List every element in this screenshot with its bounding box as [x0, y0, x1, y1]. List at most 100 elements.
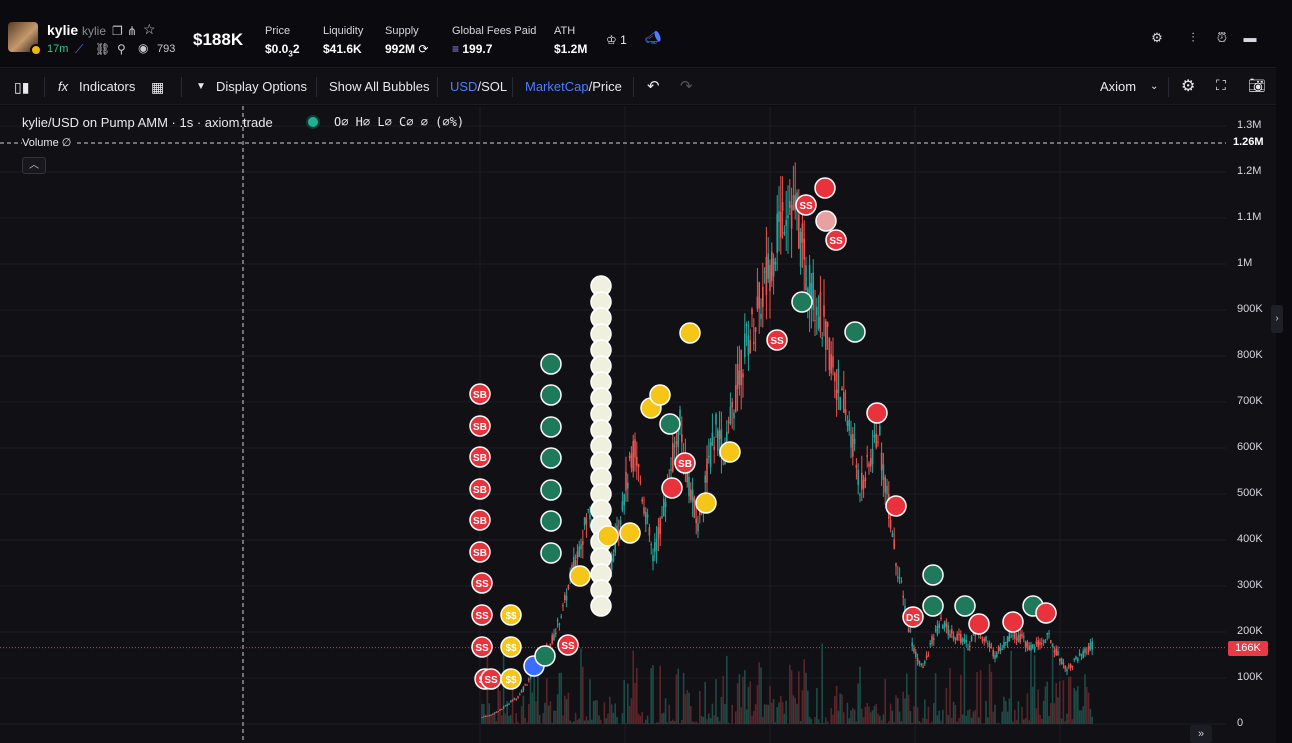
candle [1006, 636, 1009, 643]
sb-bubble: SB [469, 541, 491, 563]
candle [846, 420, 849, 426]
candle [870, 458, 872, 467]
search-icon[interactable]: ⚲ [117, 42, 126, 56]
price-chart[interactable]: SBSBSBSBSBSBSSSSSSSSSS$$$$$$SSSBSSSSSSDS… [0, 106, 1276, 743]
caret-down-icon[interactable]: ▼ [196, 81, 206, 92]
chevron-down-icon[interactable]: ⌄ [1150, 81, 1159, 92]
volume-bar [884, 678, 886, 724]
volume-bar [898, 711, 901, 724]
volume-bar [911, 722, 913, 724]
candle [1078, 653, 1081, 656]
supply-value: 992M [385, 42, 416, 56]
marketcap-option[interactable]: MarketCap [525, 79, 589, 94]
candle [934, 629, 937, 631]
candle [879, 426, 881, 436]
volume-bar [1032, 686, 1034, 724]
window-icon[interactable]: ▬ [1243, 30, 1257, 45]
megaphone-icon[interactable]: 📣︎ [645, 30, 662, 45]
candle [618, 530, 620, 534]
collapse-legend-button[interactable]: ︿ [22, 157, 46, 174]
chart-title: kylie/USD on Pump AMM · 1s · axiom.trade [22, 115, 273, 130]
layouts-icon[interactable]: ▦ [151, 79, 165, 95]
candle [745, 324, 748, 326]
volume-bar [807, 690, 809, 724]
fx-icon[interactable]: fx [58, 79, 69, 94]
eye-bubble [540, 542, 562, 564]
candle [1068, 665, 1070, 667]
volume-bar [693, 722, 696, 724]
display-options-button[interactable]: Display Options [216, 79, 308, 94]
expand-panel-button[interactable]: › [1271, 305, 1283, 333]
volume-bar [834, 695, 836, 724]
candle-type-icon[interactable]: ▯▮ [14, 79, 30, 95]
chart-settings-icon[interactable]: ⚙ [1181, 78, 1196, 95]
volume-bar [547, 705, 550, 724]
usd-option[interactable]: USD [450, 79, 478, 94]
currency-toggle[interactable]: USD/SOL [450, 79, 507, 94]
redo-icon[interactable]: ↷ [680, 78, 693, 95]
volume-bar [954, 705, 957, 724]
link-icon[interactable]: ⛓ [95, 42, 111, 56]
svg-text:SB: SB [473, 485, 487, 496]
candle [562, 604, 564, 607]
trader-bubble [597, 525, 619, 547]
chart-layout-icon[interactable]: ⫶ [1191, 30, 1195, 45]
sol-option[interactable]: /SOL [477, 79, 508, 94]
candle [641, 499, 643, 502]
volume-bar [492, 712, 494, 724]
volume-bar [691, 721, 694, 724]
candle [677, 425, 679, 448]
candle [619, 520, 622, 525]
candle [864, 477, 867, 482]
token-ticker: kylie [82, 24, 107, 38]
ss-bubble: SS [471, 572, 493, 594]
crown-count[interactable]: ♔ 1 [606, 33, 627, 47]
volume-bar [528, 703, 530, 724]
candle [1037, 640, 1039, 647]
volume-bar [576, 719, 579, 724]
volume-bar [945, 688, 948, 724]
fullscreen-icon[interactable]: ⛶ [1216, 77, 1226, 93]
volume-bar [1073, 688, 1075, 724]
candle [718, 430, 721, 440]
volume-bar [515, 712, 517, 724]
candle [1026, 642, 1029, 647]
volume-bar [970, 717, 973, 724]
copy-icon[interactable]: ❐ [112, 24, 123, 38]
trader-bubble [534, 645, 556, 667]
camera-icon[interactable]: 📷︎ [1248, 77, 1266, 93]
candle [1001, 649, 1003, 651]
stat-label: ATH [554, 25, 576, 37]
candle [520, 690, 523, 693]
star-icon[interactable]: ☆ [143, 21, 156, 37]
candle [778, 211, 780, 222]
indicators-button[interactable]: Indicators [79, 79, 136, 94]
show-bubbles-button[interactable]: Show All Bubbles [329, 79, 430, 94]
refresh-icon[interactable]: ⟳ [418, 42, 429, 56]
volume-bar [1050, 702, 1052, 724]
undo-icon[interactable]: ↶ [647, 78, 660, 95]
alarm-icon[interactable]: ⏰︎ [1216, 30, 1228, 45]
volume-bar [727, 722, 730, 724]
volume-bar [589, 679, 591, 724]
volume-bar [709, 718, 712, 724]
candle [826, 321, 829, 327]
volume-bar [853, 709, 856, 724]
volume-bar [634, 683, 636, 724]
pump-icon[interactable]: ⟋ [75, 42, 84, 56]
source-select[interactable]: Axiom [1100, 79, 1137, 94]
volume-bar [659, 665, 661, 724]
scroll-to-realtime-button[interactable]: » [1190, 725, 1212, 743]
volume-bar [668, 704, 670, 724]
candle [897, 576, 899, 578]
candle [1053, 650, 1056, 653]
price-option[interactable]: /Price [588, 79, 622, 94]
candle [495, 711, 498, 713]
share-icon[interactable]: ⋔ [127, 24, 138, 38]
candle [690, 489, 692, 500]
metric-toggle[interactable]: MarketCap/Price [525, 79, 622, 94]
volume-bar [915, 659, 917, 724]
settings-icon[interactable]: ⚙ [1151, 30, 1163, 45]
candle [735, 384, 737, 412]
